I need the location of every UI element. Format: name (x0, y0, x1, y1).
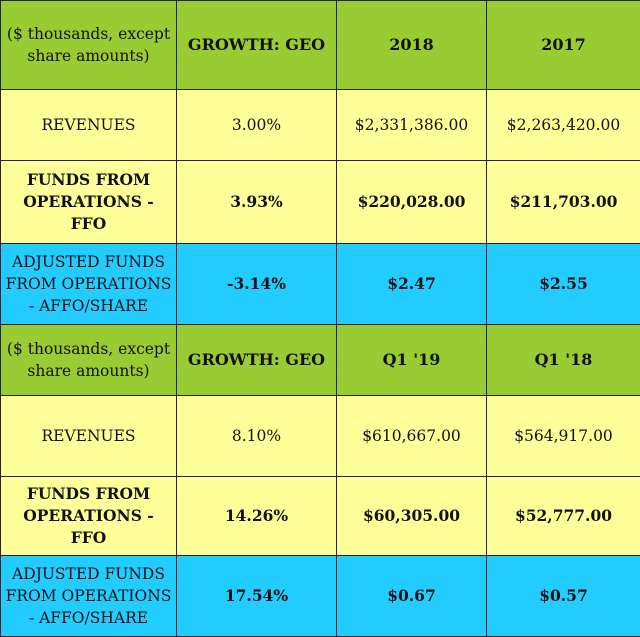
table-row: FUNDS FROM OPERATIONS - FFO 3.93% $220,0… (1, 161, 640, 244)
period-value: $2.47 (337, 244, 487, 325)
row-label: FUNDS FROM OPERATIONS - FFO (1, 161, 177, 244)
period-value: $52,777.00 (487, 477, 640, 556)
units-note: ($ thousands, except share amounts) (1, 325, 177, 396)
growth-header: GROWTH: GEO (177, 325, 337, 396)
period-value: $2.55 (487, 244, 640, 325)
row-label: FUNDS FROM OPERATIONS - FFO (1, 477, 177, 556)
row-label: ADJUSTED FUNDS FROM OPERATIONS - AFFO/SH… (1, 244, 177, 325)
period-value: $220,028.00 (337, 161, 487, 244)
table-row: ADJUSTED FUNDS FROM OPERATIONS - AFFO/SH… (1, 556, 640, 637)
header-row: ($ thousands, except share amounts) GROW… (1, 1, 640, 90)
period-value: $0.57 (487, 556, 640, 637)
row-label: ADJUSTED FUNDS FROM OPERATIONS - AFFO/SH… (1, 556, 177, 637)
period-value: $0.67 (337, 556, 487, 637)
period-value: $564,917.00 (487, 396, 640, 477)
table-row: ADJUSTED FUNDS FROM OPERATIONS - AFFO/SH… (1, 244, 640, 325)
period-value: $60,305.00 (337, 477, 487, 556)
period-value: $211,703.00 (487, 161, 640, 244)
units-note: ($ thousands, except share amounts) (1, 1, 177, 90)
growth-value: -3.14% (177, 244, 337, 325)
table-row: REVENUES 3.00% $2,331,386.00 $2,263,420.… (1, 90, 640, 161)
header-row: ($ thousands, except share amounts) GROW… (1, 325, 640, 396)
period-header: 2017 (487, 1, 640, 90)
growth-value: 3.00% (177, 90, 337, 161)
table-row: FUNDS FROM OPERATIONS - FFO 14.26% $60,3… (1, 477, 640, 556)
period-value: $2,331,386.00 (337, 90, 487, 161)
period-header: Q1 '18 (487, 325, 640, 396)
table-row: REVENUES 8.10% $610,667.00 $564,917.00 (1, 396, 640, 477)
period-value: $2,263,420.00 (487, 90, 640, 161)
growth-value: 3.93% (177, 161, 337, 244)
period-value: $610,667.00 (337, 396, 487, 477)
period-header: Q1 '19 (337, 325, 487, 396)
growth-value: 8.10% (177, 396, 337, 477)
growth-value: 14.26% (177, 477, 337, 556)
growth-value: 17.54% (177, 556, 337, 637)
row-label: REVENUES (1, 396, 177, 477)
row-label: REVENUES (1, 90, 177, 161)
period-header: 2018 (337, 1, 487, 90)
growth-header: GROWTH: GEO (177, 1, 337, 90)
